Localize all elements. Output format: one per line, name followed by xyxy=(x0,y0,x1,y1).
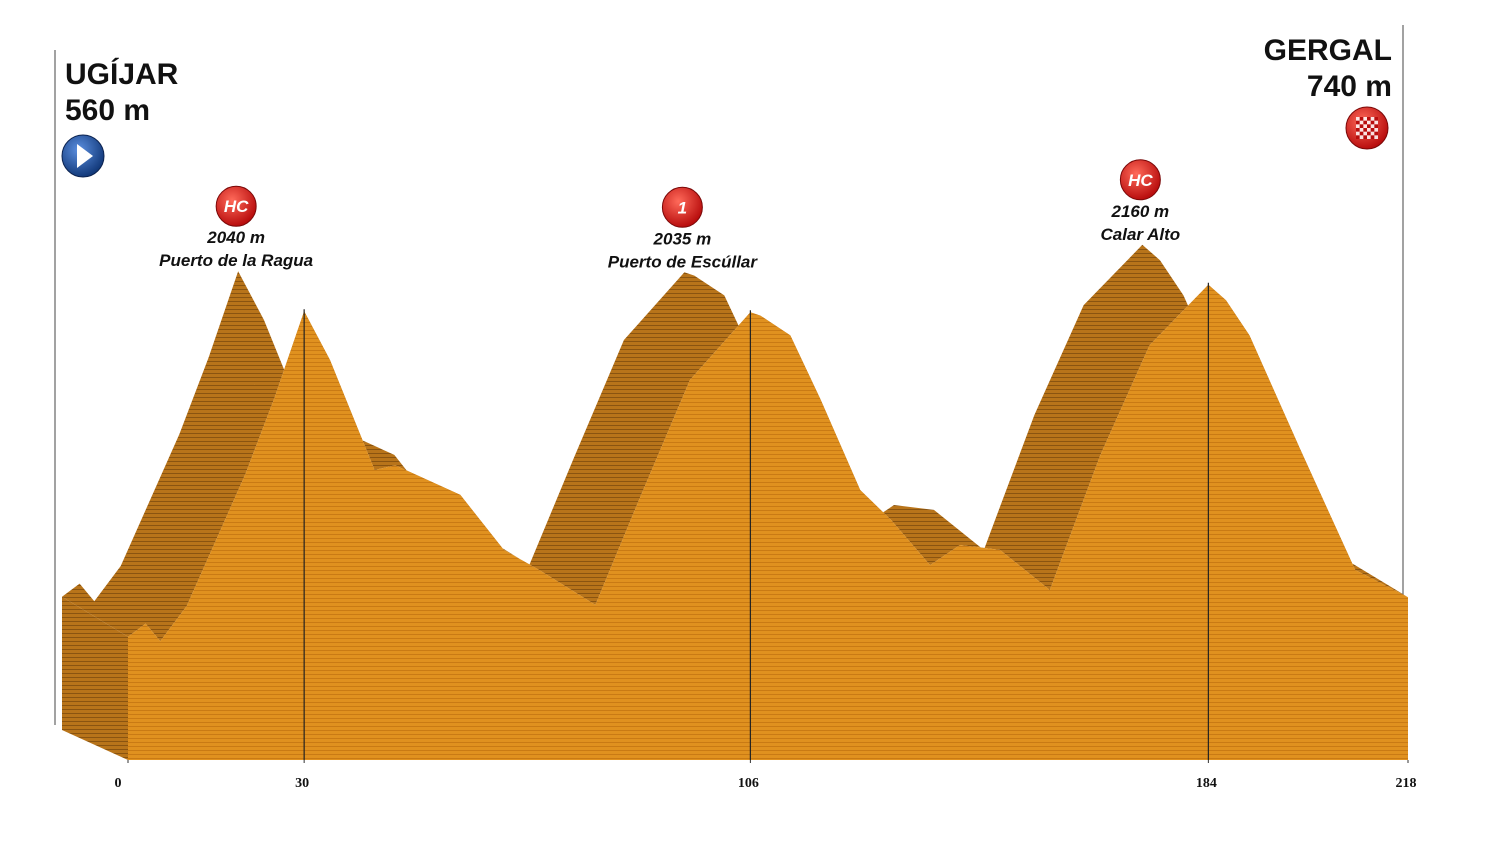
checker-cell xyxy=(1356,128,1360,132)
profile-depth xyxy=(62,244,1408,642)
x-tick-label: 0 xyxy=(115,776,122,791)
checker-cell xyxy=(1359,124,1364,128)
checker-cell xyxy=(1359,131,1364,136)
finish-elevation: 740 m xyxy=(1307,70,1392,103)
checker-cell xyxy=(1367,124,1371,128)
checker-cell xyxy=(1370,120,1375,125)
climb-altitude: 2035 m xyxy=(653,229,712,248)
checker-cell xyxy=(1363,135,1367,139)
x-tick-label: 30 xyxy=(295,776,309,791)
checker-cell xyxy=(1363,120,1367,125)
start-name: UGÍJAR xyxy=(65,57,179,91)
climb-category: 1 xyxy=(678,198,687,217)
climb-badge xyxy=(1119,159,1161,201)
climb-name: Puerto de la Ragua xyxy=(159,251,313,270)
x-tick-label: 218 xyxy=(1396,776,1417,791)
checker xyxy=(1356,117,1378,139)
climb-category: HC xyxy=(224,197,249,216)
plot xyxy=(62,244,1408,760)
climb-name: Puerto de Escúllar xyxy=(608,252,759,271)
climb-name: Calar Alto xyxy=(1101,225,1181,244)
finish-name: GERGAL xyxy=(1264,34,1392,67)
checker-cell xyxy=(1370,128,1375,132)
climb-altitude: 2160 m xyxy=(1111,202,1170,221)
climb-badge xyxy=(215,185,257,227)
x-tick-label: 106 xyxy=(738,776,759,791)
start-elevation: 560 m xyxy=(65,94,150,127)
profile-left-face xyxy=(62,596,128,760)
checker-cell xyxy=(1370,135,1375,139)
climb-altitude: 2040 m xyxy=(206,228,265,247)
checker-cell xyxy=(1359,117,1364,121)
checker-cell xyxy=(1367,117,1371,121)
checker-cell xyxy=(1363,128,1367,132)
checker-cell xyxy=(1367,131,1371,136)
profile xyxy=(128,284,1408,760)
x-tick-label: 184 xyxy=(1196,776,1217,791)
checker-cell xyxy=(1374,124,1378,128)
start-arrow xyxy=(77,144,93,168)
checker-cell xyxy=(1356,135,1360,139)
climb-category: HC xyxy=(1128,171,1153,190)
checker-cell xyxy=(1374,131,1378,136)
checker-cell xyxy=(1356,120,1360,125)
checker-cell xyxy=(1374,117,1378,121)
climb-badge xyxy=(661,186,703,228)
